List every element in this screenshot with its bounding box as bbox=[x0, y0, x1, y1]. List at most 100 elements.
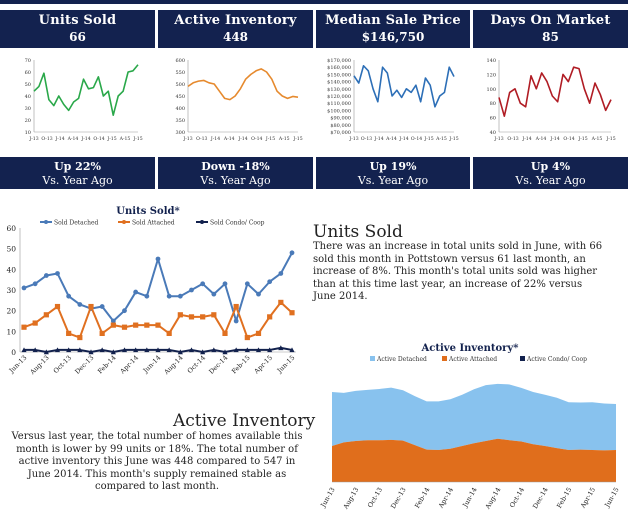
data-point bbox=[88, 349, 94, 355]
data-point bbox=[110, 318, 116, 324]
data-point bbox=[43, 349, 49, 355]
price-mini-chart: $70,000$80,000$90,000 $100,000$110,000$12… bbox=[327, 58, 459, 142]
data-point bbox=[222, 281, 228, 287]
x-tick-label: Dec-14 bbox=[207, 354, 229, 376]
data-point bbox=[255, 330, 262, 336]
legend-label: Sold Attached bbox=[132, 220, 175, 227]
y-tick-label: 30 bbox=[25, 106, 31, 112]
data-point bbox=[155, 347, 161, 353]
legend-swatch bbox=[520, 356, 525, 361]
data-point bbox=[77, 334, 83, 341]
y-tick-label: 30 bbox=[6, 286, 16, 295]
y-tick-label: 60 bbox=[490, 116, 496, 122]
x-tick-label: A-14 bbox=[535, 136, 547, 142]
x-tick-label: J-15 bbox=[448, 136, 458, 142]
stat-title: Active Inventory bbox=[174, 13, 297, 28]
data-point bbox=[177, 312, 183, 318]
y-tick-label: 500 bbox=[175, 82, 185, 88]
x-tick-label: Apr-15 bbox=[252, 354, 274, 376]
y-tick-label: $80,000 bbox=[330, 123, 351, 129]
stat-value: 66 bbox=[69, 30, 86, 44]
data-point bbox=[121, 324, 128, 330]
data-point bbox=[144, 347, 150, 353]
data-point bbox=[88, 303, 94, 310]
legend-marker bbox=[44, 220, 48, 224]
data-point bbox=[289, 250, 295, 256]
data-point bbox=[77, 347, 83, 353]
x-tick-label: Aug-13 bbox=[341, 486, 360, 511]
units-change-bar: Up 22% Vs. Year Ago bbox=[0, 157, 155, 189]
active-inventory-chart: Active Inventory* Active Detached Active A… bbox=[319, 343, 621, 511]
data-point bbox=[66, 347, 72, 353]
x-tick-label: J-14 bbox=[54, 136, 64, 142]
x-tick-label: Jun-13 bbox=[319, 486, 337, 509]
data-point bbox=[144, 322, 150, 328]
data-point bbox=[32, 347, 38, 353]
x-tick-label: J-14 bbox=[237, 136, 247, 142]
top-rule bbox=[0, 0, 628, 4]
x-tick-label: Apr-14 bbox=[436, 486, 455, 510]
x-tick-label: Oct-14 bbox=[186, 354, 207, 375]
y-tick-label: 350 bbox=[175, 118, 185, 124]
y-tick-label: 550 bbox=[175, 70, 185, 76]
vs-label: Vs. Year Ago bbox=[200, 174, 271, 187]
x-tick-label: J-15 bbox=[265, 136, 275, 142]
x-tick-label: Jun-14 bbox=[461, 486, 479, 509]
data-point bbox=[244, 281, 250, 287]
chart-title: Active Inventory* bbox=[421, 343, 520, 354]
x-tick-label: O-13 bbox=[507, 136, 518, 142]
data-point bbox=[21, 285, 27, 291]
data-point bbox=[177, 293, 183, 299]
y-tick-label: 50 bbox=[25, 82, 31, 88]
x-tick-label: J-15 bbox=[106, 136, 116, 142]
data-point bbox=[121, 347, 128, 353]
stat-title: Days On Market bbox=[490, 13, 611, 28]
x-tick-label: J-14 bbox=[373, 136, 383, 142]
data-point bbox=[155, 256, 161, 262]
y-tick-label: $140,000 bbox=[327, 80, 351, 86]
y-tick-label: $150,000 bbox=[327, 72, 351, 78]
y-tick-label: 120 bbox=[486, 72, 496, 78]
x-tick-label: J-13 bbox=[348, 136, 358, 142]
y-tick-label: $110,000 bbox=[327, 101, 351, 107]
data-point bbox=[267, 279, 273, 285]
x-tick-label: O-14 bbox=[93, 136, 104, 142]
stat-value: 448 bbox=[222, 30, 249, 44]
y-tick-label: $170,000 bbox=[327, 58, 351, 64]
y-tick-label: $70,000 bbox=[330, 130, 351, 136]
x-tick-label: Apr-15 bbox=[578, 486, 597, 510]
stat-value: $146,750 bbox=[361, 30, 425, 44]
data-point bbox=[32, 320, 38, 326]
x-tick-label: Dec-14 bbox=[531, 486, 550, 510]
days-on-market-header: Days On Market 85 bbox=[473, 10, 628, 48]
units-sold-text: There was an increase in total units sol… bbox=[313, 241, 603, 302]
data-point bbox=[43, 312, 49, 318]
data-point bbox=[54, 347, 61, 353]
x-tick-label: Jun-14 bbox=[141, 354, 163, 376]
active-inventory-header: Active Inventory 448 bbox=[158, 10, 313, 48]
data-point bbox=[267, 314, 273, 320]
x-tick-label: J-15 bbox=[292, 136, 302, 142]
data-point bbox=[66, 293, 72, 299]
x-tick-label: A-14 bbox=[223, 136, 235, 142]
x-tick-label: Aug-14 bbox=[162, 354, 185, 377]
x-tick-label: J-14 bbox=[210, 136, 220, 142]
x-tick-label: Oct-13 bbox=[52, 354, 73, 375]
y-tick-label: 20 bbox=[25, 118, 31, 124]
data-line bbox=[33, 64, 139, 117]
y-tick-label: $130,000 bbox=[327, 87, 351, 93]
data-line bbox=[187, 68, 299, 101]
median-price-header: Median Sale Price $146,750 bbox=[316, 10, 470, 48]
y-tick-label: 40 bbox=[6, 265, 16, 274]
data-point bbox=[21, 324, 27, 330]
data-point bbox=[267, 347, 273, 353]
data-point bbox=[233, 347, 239, 353]
chart-title: Units Sold* bbox=[116, 206, 180, 217]
x-tick-label: J-15 bbox=[423, 136, 433, 142]
data-point bbox=[188, 347, 195, 353]
y-tick-label: 300 bbox=[175, 130, 185, 136]
data-point bbox=[233, 318, 239, 324]
y-tick-label: 10 bbox=[25, 130, 31, 136]
data-point bbox=[211, 291, 217, 297]
x-tick-label: J-14 bbox=[549, 136, 559, 142]
